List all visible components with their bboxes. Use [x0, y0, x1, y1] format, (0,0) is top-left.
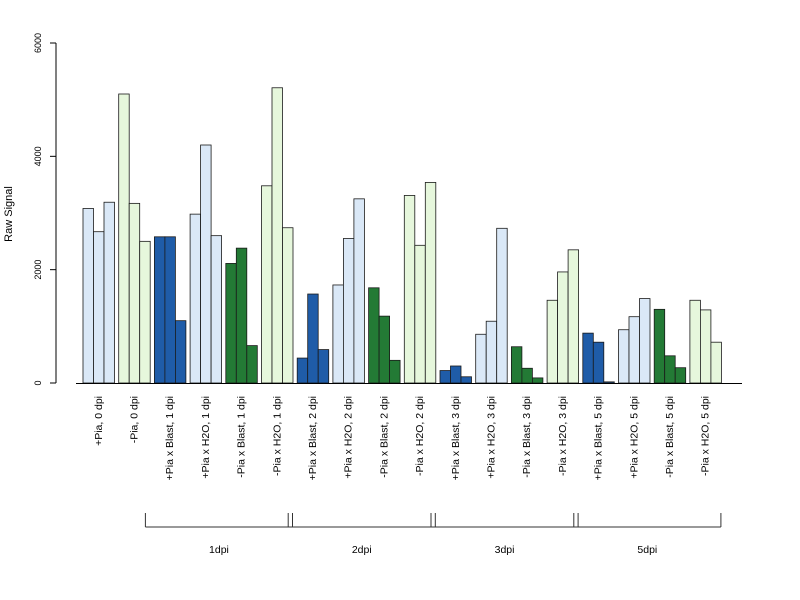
bar	[128, 202, 141, 384]
bar	[628, 316, 640, 384]
bar	[368, 287, 380, 384]
bar	[139, 240, 151, 384]
bar	[174, 320, 187, 384]
x-tick-label: -Pia x Blast, 5 dpi	[664, 396, 676, 478]
bracket: 5dpi	[573, 513, 722, 556]
bar	[689, 299, 701, 384]
x-tick-label: +Pia x Blast, 2 dpi	[307, 396, 319, 480]
bar	[557, 271, 569, 384]
bar	[582, 332, 594, 384]
bar	[189, 213, 202, 384]
y-axis-label: Raw Signal	[3, 186, 15, 242]
y-tick-label: 6000	[33, 33, 43, 53]
x-tick-label: +Pia, 0 dpi	[93, 396, 105, 446]
x-tick-label: +Pia x H2O, 2 dpi	[343, 396, 355, 479]
bar	[282, 227, 294, 384]
bar	[200, 144, 212, 384]
bar	[332, 284, 344, 384]
bar	[93, 231, 105, 384]
bar	[546, 299, 558, 384]
bar	[485, 320, 498, 384]
bar	[460, 376, 472, 384]
x-tick-label: -Pia x H2O, 2 dpi	[414, 396, 426, 476]
x-tick-label: -Pia x H2O, 1 dpi	[271, 396, 283, 476]
bar	[603, 381, 615, 384]
bar	[510, 346, 523, 384]
bar	[414, 244, 426, 384]
x-tick-label: +Pia x H2O, 3 dpi	[485, 396, 497, 479]
bar	[317, 349, 330, 384]
x-tick-label: -Pia x Blast, 3 dpi	[521, 396, 533, 478]
y-tick-label: 4000	[33, 146, 43, 166]
bar	[307, 293, 319, 384]
x-tick-label: -Pia x Blast, 1 dpi	[236, 396, 248, 478]
bracket: 1dpi	[144, 513, 293, 556]
x-tick-label: +Pia x Blast, 3 dpi	[450, 396, 462, 480]
bracket-label: 3dpi	[495, 544, 515, 556]
bracket-label: 1dpi	[209, 544, 229, 556]
bar	[342, 238, 355, 384]
x-tick-label: +Pia x Blast, 1 dpi	[164, 396, 176, 480]
bar	[235, 247, 248, 384]
y-tick-label: 0	[33, 380, 43, 385]
bracket: 2dpi	[287, 513, 436, 556]
bracket-label: 5dpi	[637, 544, 657, 556]
bar	[439, 370, 451, 384]
bar	[378, 315, 391, 384]
bar	[450, 365, 462, 384]
bar	[567, 249, 579, 384]
bar	[164, 236, 176, 384]
x-tick-label: -Pia x H2O, 3 dpi	[557, 396, 569, 476]
bar	[103, 201, 115, 384]
bar	[653, 308, 666, 384]
bar	[225, 263, 237, 384]
y-axis: 0 2000 4000 6000	[33, 33, 57, 386]
x-tick-label: -Pia x Blast, 2 dpi	[378, 396, 390, 478]
bar	[246, 345, 258, 384]
x-tick-label: +Pia x H2O, 5 dpi	[628, 396, 640, 479]
bar	[271, 87, 283, 384]
bar	[118, 93, 130, 384]
bar	[389, 359, 401, 384]
y-tick-label: 2000	[33, 260, 43, 280]
day-brackets: 1dpi 2dpi 3dpi 5dpi	[144, 513, 722, 556]
bar	[639, 298, 651, 384]
bar	[664, 355, 676, 384]
bar	[424, 181, 437, 384]
bar	[353, 198, 365, 384]
bracket: 3dpi	[430, 513, 579, 556]
bar	[475, 333, 487, 384]
bar	[521, 367, 533, 384]
bracket-label: 2dpi	[352, 544, 372, 556]
x-tick-labels: +Pia, 0 dpi -Pia, 0 dpi +Pia x Blast, 1 dp…	[93, 396, 712, 480]
bar	[296, 357, 309, 384]
x-tick-label: -Pia x H2O, 5 dpi	[700, 396, 712, 476]
bar	[618, 329, 630, 384]
bar	[700, 309, 712, 384]
bar	[710, 341, 722, 384]
bar	[592, 341, 605, 384]
bar	[210, 235, 223, 384]
bar	[674, 367, 687, 384]
bar	[153, 236, 166, 384]
bar	[261, 185, 273, 384]
bar	[532, 377, 544, 384]
x-tick-label: -Pia, 0 dpi	[128, 396, 140, 443]
bar	[496, 227, 508, 384]
bar	[403, 195, 416, 384]
x-tick-label: +Pia x Blast, 5 dpi	[593, 396, 605, 480]
bar	[82, 208, 94, 384]
x-tick-label: +Pia x H2O, 1 dpi	[200, 396, 212, 479]
bars	[82, 87, 722, 384]
